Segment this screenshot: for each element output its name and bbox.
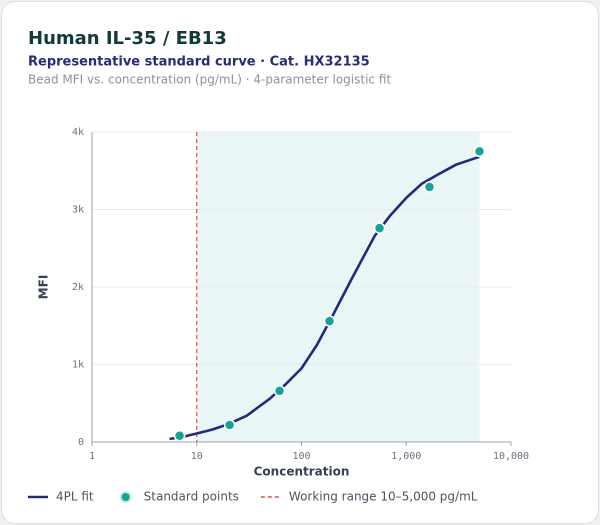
x-tick-label: 100: [292, 451, 310, 462]
legend-label: Working range 10–5,000 pg/mL: [289, 490, 478, 504]
data-point: [223, 419, 236, 431]
x-tick-label: 10: [191, 451, 203, 462]
y-tick-label: 0: [78, 437, 84, 448]
legend-label: Standard points: [144, 490, 239, 504]
y-axis-title: MFI: [37, 275, 51, 300]
legend-swatch: [119, 491, 132, 503]
data-point: [473, 145, 486, 158]
data-point: [323, 315, 336, 327]
x-tick-label: 1,000: [391, 451, 421, 462]
data-point: [423, 181, 436, 193]
chart-note: Bead MFI vs. concentration (pg/mL) · 4-p…: [28, 73, 391, 87]
data-point: [373, 222, 386, 234]
y-tick-label: 4k: [72, 127, 84, 138]
y-tick-label: 1k: [72, 360, 84, 371]
x-tick-label: 10,000: [493, 451, 529, 462]
y-tick-label: 2k: [72, 282, 84, 293]
data-point: [173, 430, 186, 442]
chart-title: Human IL-35 / EB13: [28, 28, 227, 49]
fit-line: [169, 155, 480, 441]
legend-label: 4PL fit: [56, 490, 94, 504]
y-tick-label: 3k: [72, 205, 84, 216]
x-axis-title: Concentration: [254, 465, 350, 479]
chart-subtitle: Representative standard curve · Cat. HX3…: [28, 55, 370, 70]
x-tick-label: 1: [89, 451, 95, 462]
data-point: [273, 385, 286, 397]
